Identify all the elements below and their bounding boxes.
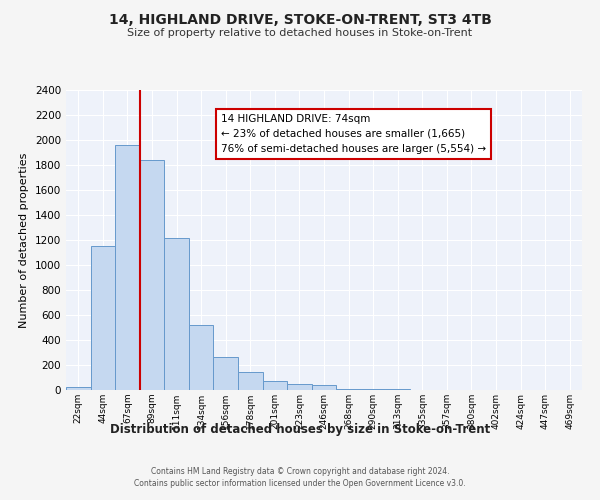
Bar xyxy=(189,325,214,390)
Bar xyxy=(164,238,189,390)
Bar xyxy=(238,372,263,390)
Bar xyxy=(336,389,361,390)
Text: Distribution of detached houses by size in Stoke-on-Trent: Distribution of detached houses by size … xyxy=(110,422,490,436)
Bar xyxy=(312,385,336,390)
Bar xyxy=(66,387,91,390)
Text: Contains HM Land Registry data © Crown copyright and database right 2024.
Contai: Contains HM Land Registry data © Crown c… xyxy=(134,466,466,487)
Bar xyxy=(263,380,287,390)
Text: 14 HIGHLAND DRIVE: 74sqm
← 23% of detached houses are smaller (1,665)
76% of sem: 14 HIGHLAND DRIVE: 74sqm ← 23% of detach… xyxy=(221,114,486,154)
Bar xyxy=(361,389,385,390)
Bar xyxy=(287,384,312,390)
Bar xyxy=(115,145,140,390)
Y-axis label: Number of detached properties: Number of detached properties xyxy=(19,152,29,328)
Bar xyxy=(91,246,115,390)
Text: Size of property relative to detached houses in Stoke-on-Trent: Size of property relative to detached ho… xyxy=(127,28,473,38)
Bar xyxy=(140,160,164,390)
Text: 14, HIGHLAND DRIVE, STOKE-ON-TRENT, ST3 4TB: 14, HIGHLAND DRIVE, STOKE-ON-TRENT, ST3 … xyxy=(109,12,491,26)
Bar xyxy=(214,357,238,390)
